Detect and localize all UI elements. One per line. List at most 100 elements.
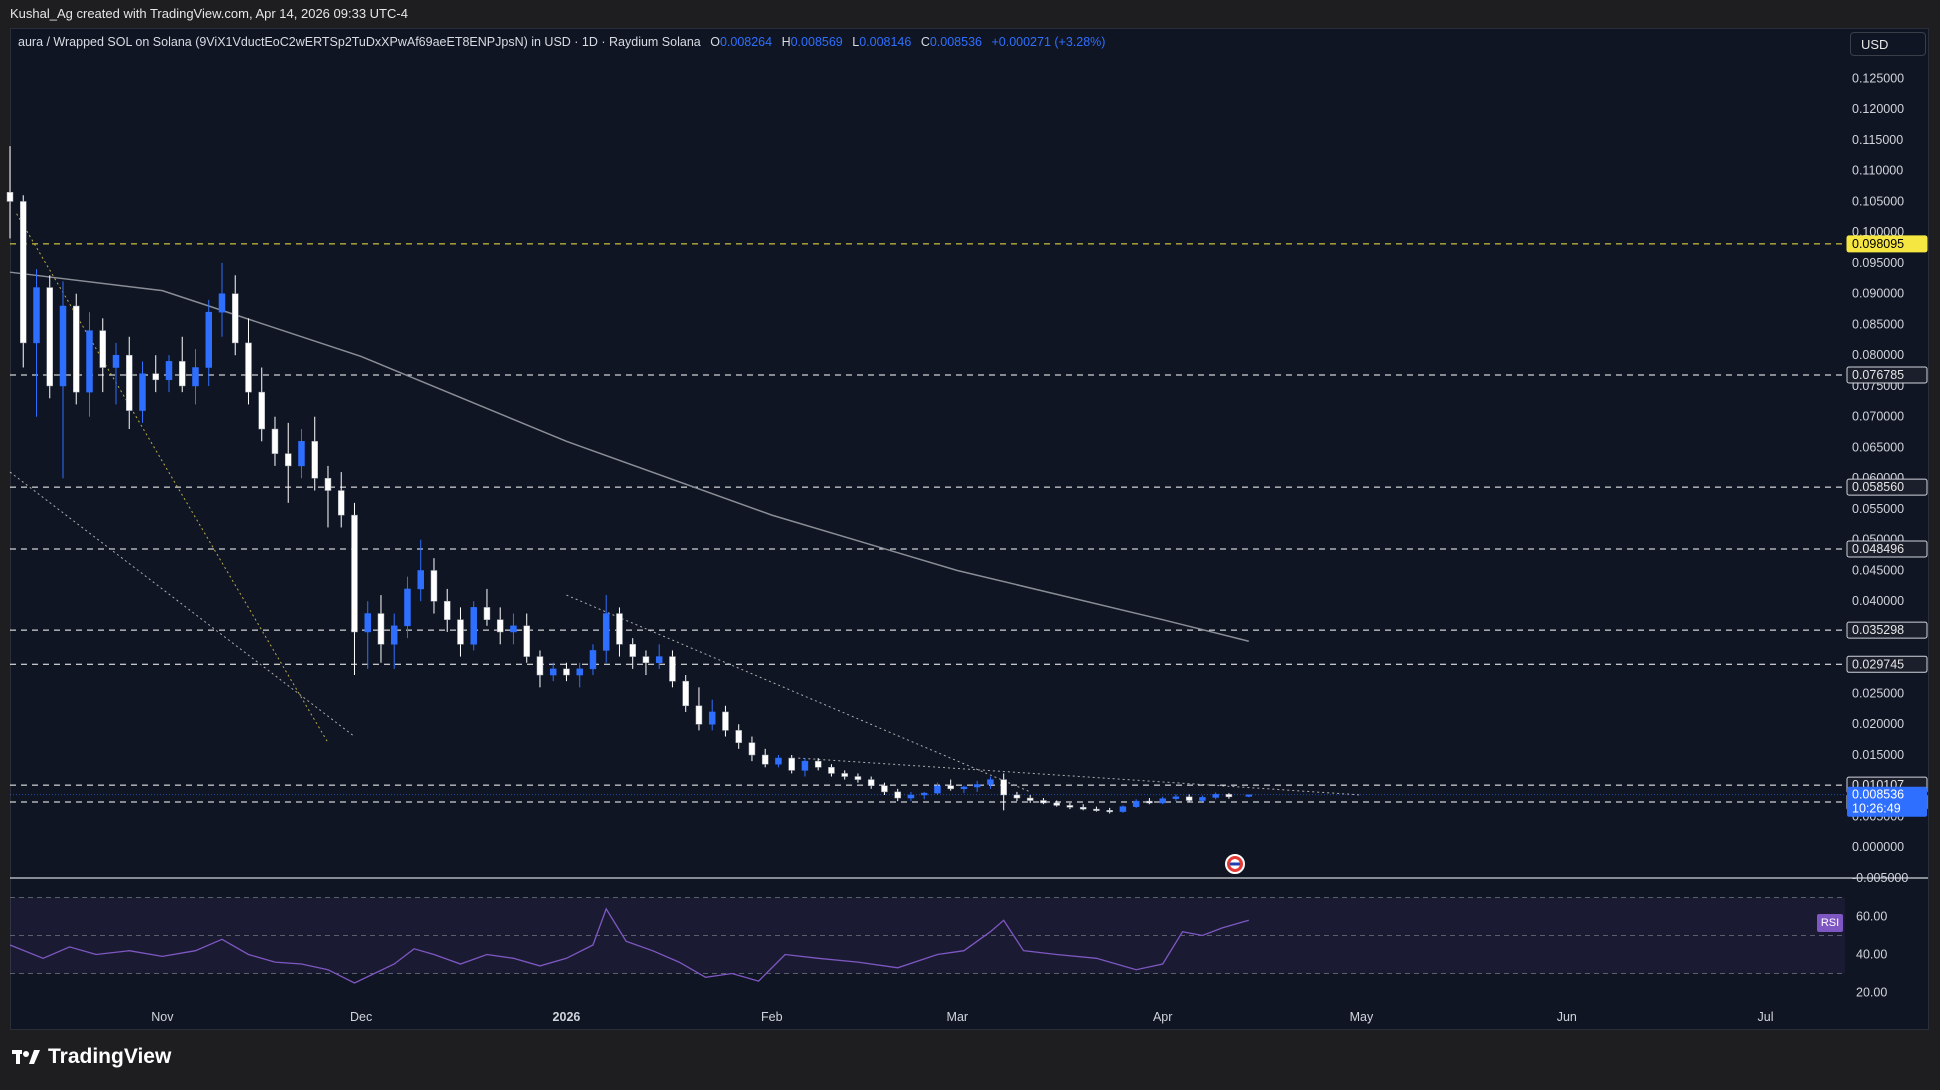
- tradingview-logo[interactable]: TradingView: [12, 1045, 171, 1069]
- currency-button[interactable]: USD: [1850, 32, 1926, 56]
- high-label: H: [781, 35, 791, 49]
- price-tick-label: 0.000000: [1852, 840, 1904, 854]
- candle-body: [1245, 794, 1253, 797]
- candle-body: [761, 754, 769, 765]
- tradingview-logo-icon: [12, 1050, 40, 1064]
- price-tick-label: 0.020000: [1852, 717, 1904, 731]
- candle-body: [1146, 800, 1153, 804]
- candle-body: [351, 514, 358, 633]
- candle-body: [298, 441, 305, 467]
- candle-body: [1079, 807, 1087, 810]
- candle-body: [165, 361, 173, 381]
- candle-body: [19, 201, 27, 344]
- candle-body: [735, 730, 742, 743]
- candle-body: [231, 293, 239, 344]
- candle-body: [324, 477, 332, 491]
- candle-body: [218, 293, 226, 313]
- candle-body: [483, 607, 491, 620]
- price-axis-background: [1846, 29, 1928, 1029]
- trendline: [566, 594, 1031, 793]
- time-tick-label: 2026: [553, 1010, 581, 1024]
- open-label: O: [710, 35, 720, 49]
- candle-body: [814, 760, 822, 768]
- candle-body: [523, 625, 530, 657]
- price-tick-label: 0.125000: [1852, 71, 1904, 85]
- candle-body: [695, 705, 703, 725]
- low-label: L: [852, 35, 860, 49]
- candle-body: [1199, 797, 1206, 801]
- price-tick-label: 0.095000: [1852, 256, 1904, 270]
- candle-body: [629, 644, 636, 657]
- change-value: +0.000271 (+3.28%): [991, 35, 1106, 49]
- candle-body: [536, 656, 544, 676]
- candle-body: [682, 680, 689, 707]
- candle-body: [1000, 779, 1007, 796]
- candle-body: [1185, 796, 1193, 801]
- candle-body: [1119, 806, 1127, 812]
- candle-body: [377, 613, 385, 645]
- price-tick-label: 0.080000: [1852, 348, 1904, 362]
- candle-body: [1225, 794, 1233, 798]
- candle-body: [973, 784, 981, 788]
- price-tick-label: 0.055000: [1852, 502, 1904, 516]
- candle-body: [1106, 810, 1113, 813]
- time-tick-label: Nov: [151, 1010, 174, 1024]
- candle-body: [1053, 802, 1060, 806]
- level-price-tag: [1846, 621, 1928, 639]
- candle-body: [563, 668, 570, 676]
- countdown-label: 10:26:49: [1852, 802, 1901, 816]
- price-tick-label: 0.065000: [1852, 440, 1904, 454]
- candle-body: [801, 760, 809, 771]
- candle-body: [430, 570, 438, 602]
- chart-legend: aura / Wrapped SOL on Solana (9ViX1Vduct…: [18, 35, 1105, 49]
- candle-body: [112, 354, 120, 368]
- chart-frame[interactable]: [10, 28, 1929, 1030]
- level-price-label: 0.035298: [1852, 623, 1904, 637]
- candle-body: [655, 656, 663, 663]
- candle-body: [576, 668, 583, 676]
- candle-body: [258, 391, 265, 430]
- candle-body: [1040, 800, 1047, 804]
- candle-body: [1132, 800, 1140, 807]
- rsi-line: [9, 907, 1249, 984]
- time-tick-label: Jul: [1758, 1010, 1774, 1024]
- time-tick-label: Feb: [761, 1010, 783, 1024]
- trendline: [9, 471, 355, 737]
- candle-body: [1172, 796, 1180, 799]
- candle-body: [59, 305, 67, 387]
- candle-body: [775, 757, 782, 765]
- level-price-label: 0.098095: [1852, 237, 1904, 251]
- candle-body: [125, 354, 133, 411]
- candle-body: [616, 613, 623, 645]
- level-price-label: 0.048496: [1852, 542, 1904, 556]
- candle-body: [589, 650, 597, 670]
- candle-body: [404, 588, 411, 627]
- candle-body: [99, 330, 106, 368]
- candle-body: [788, 757, 795, 771]
- price-tick-label: 0.090000: [1852, 287, 1904, 301]
- price-tick-label: 0.110000: [1852, 164, 1903, 178]
- price-tick-label: 0.040000: [1852, 594, 1904, 608]
- candle-body: [337, 490, 345, 516]
- level-price-tag: [1846, 235, 1928, 253]
- candle-body: [867, 779, 875, 786]
- candle-body: [841, 773, 848, 777]
- level-price-tag: [1846, 366, 1928, 384]
- price-tick-label: 0.105000: [1852, 194, 1904, 208]
- candle-body: [1013, 794, 1021, 799]
- candle-body: [443, 600, 451, 620]
- candle-body: [364, 613, 371, 633]
- candle-body: [602, 613, 610, 651]
- candle-body: [1066, 805, 1074, 808]
- candle-body: [470, 607, 477, 645]
- candle-body: [72, 305, 80, 393]
- candle-body: [284, 453, 292, 467]
- candle-body: [920, 792, 928, 796]
- level-price-tag: [1846, 540, 1928, 558]
- candle-body: [390, 625, 398, 645]
- candle-body: [33, 287, 40, 344]
- candle-body: [46, 287, 53, 387]
- us-flag-icon[interactable]: [1225, 854, 1245, 874]
- level-price-label: 0.029745: [1852, 657, 1904, 671]
